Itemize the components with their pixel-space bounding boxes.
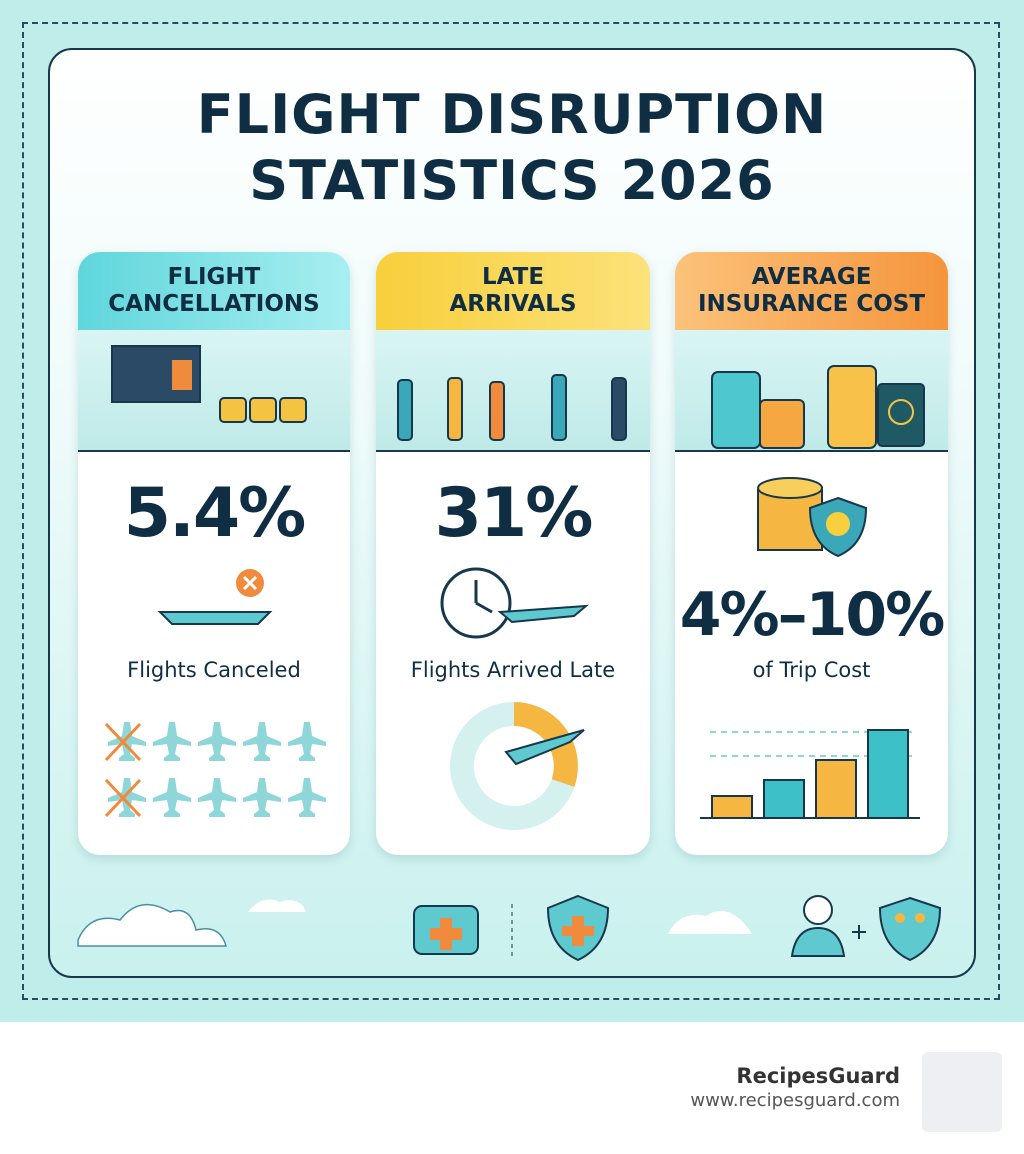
card-title: LATE ARRIVALS (449, 264, 577, 317)
stat: 31% (434, 474, 594, 553)
dashed-frame (22, 22, 1000, 1000)
illustration (675, 330, 948, 452)
card: FLIGHT CANCELLATIONS 5.4% Flights Cancel… (78, 252, 350, 855)
caption: Flights Arrived Late (410, 658, 616, 682)
card-header: AVERAGE INSURANCE COST (675, 252, 948, 330)
card-title: FLIGHT CANCELLATIONS (108, 264, 320, 317)
title: FLIGHT DISRUPTION STATISTICS 2026 (196, 83, 828, 212)
illustration (376, 330, 650, 452)
card-header: FLIGHT CANCELLATIONS (78, 252, 350, 330)
card: AVERAGE INSURANCE COST 4%–10% of Trip Co… (675, 252, 948, 855)
url: www.recipesguard.com (690, 1090, 900, 1111)
brand: RecipesGuard (736, 1064, 900, 1088)
logo (922, 1052, 1002, 1132)
illustration (78, 330, 350, 452)
card-title: AVERAGE INSURANCE COST (697, 264, 926, 317)
card-header: LATE ARRIVALS (376, 252, 650, 330)
card: LATE ARRIVALS 31% Flights Arrived Late (376, 252, 650, 855)
caption: Flights Canceled (127, 658, 301, 682)
stat: 5.4% (123, 474, 307, 553)
stat: 4%–10% (679, 580, 945, 650)
caption: of Trip Cost (752, 658, 871, 682)
